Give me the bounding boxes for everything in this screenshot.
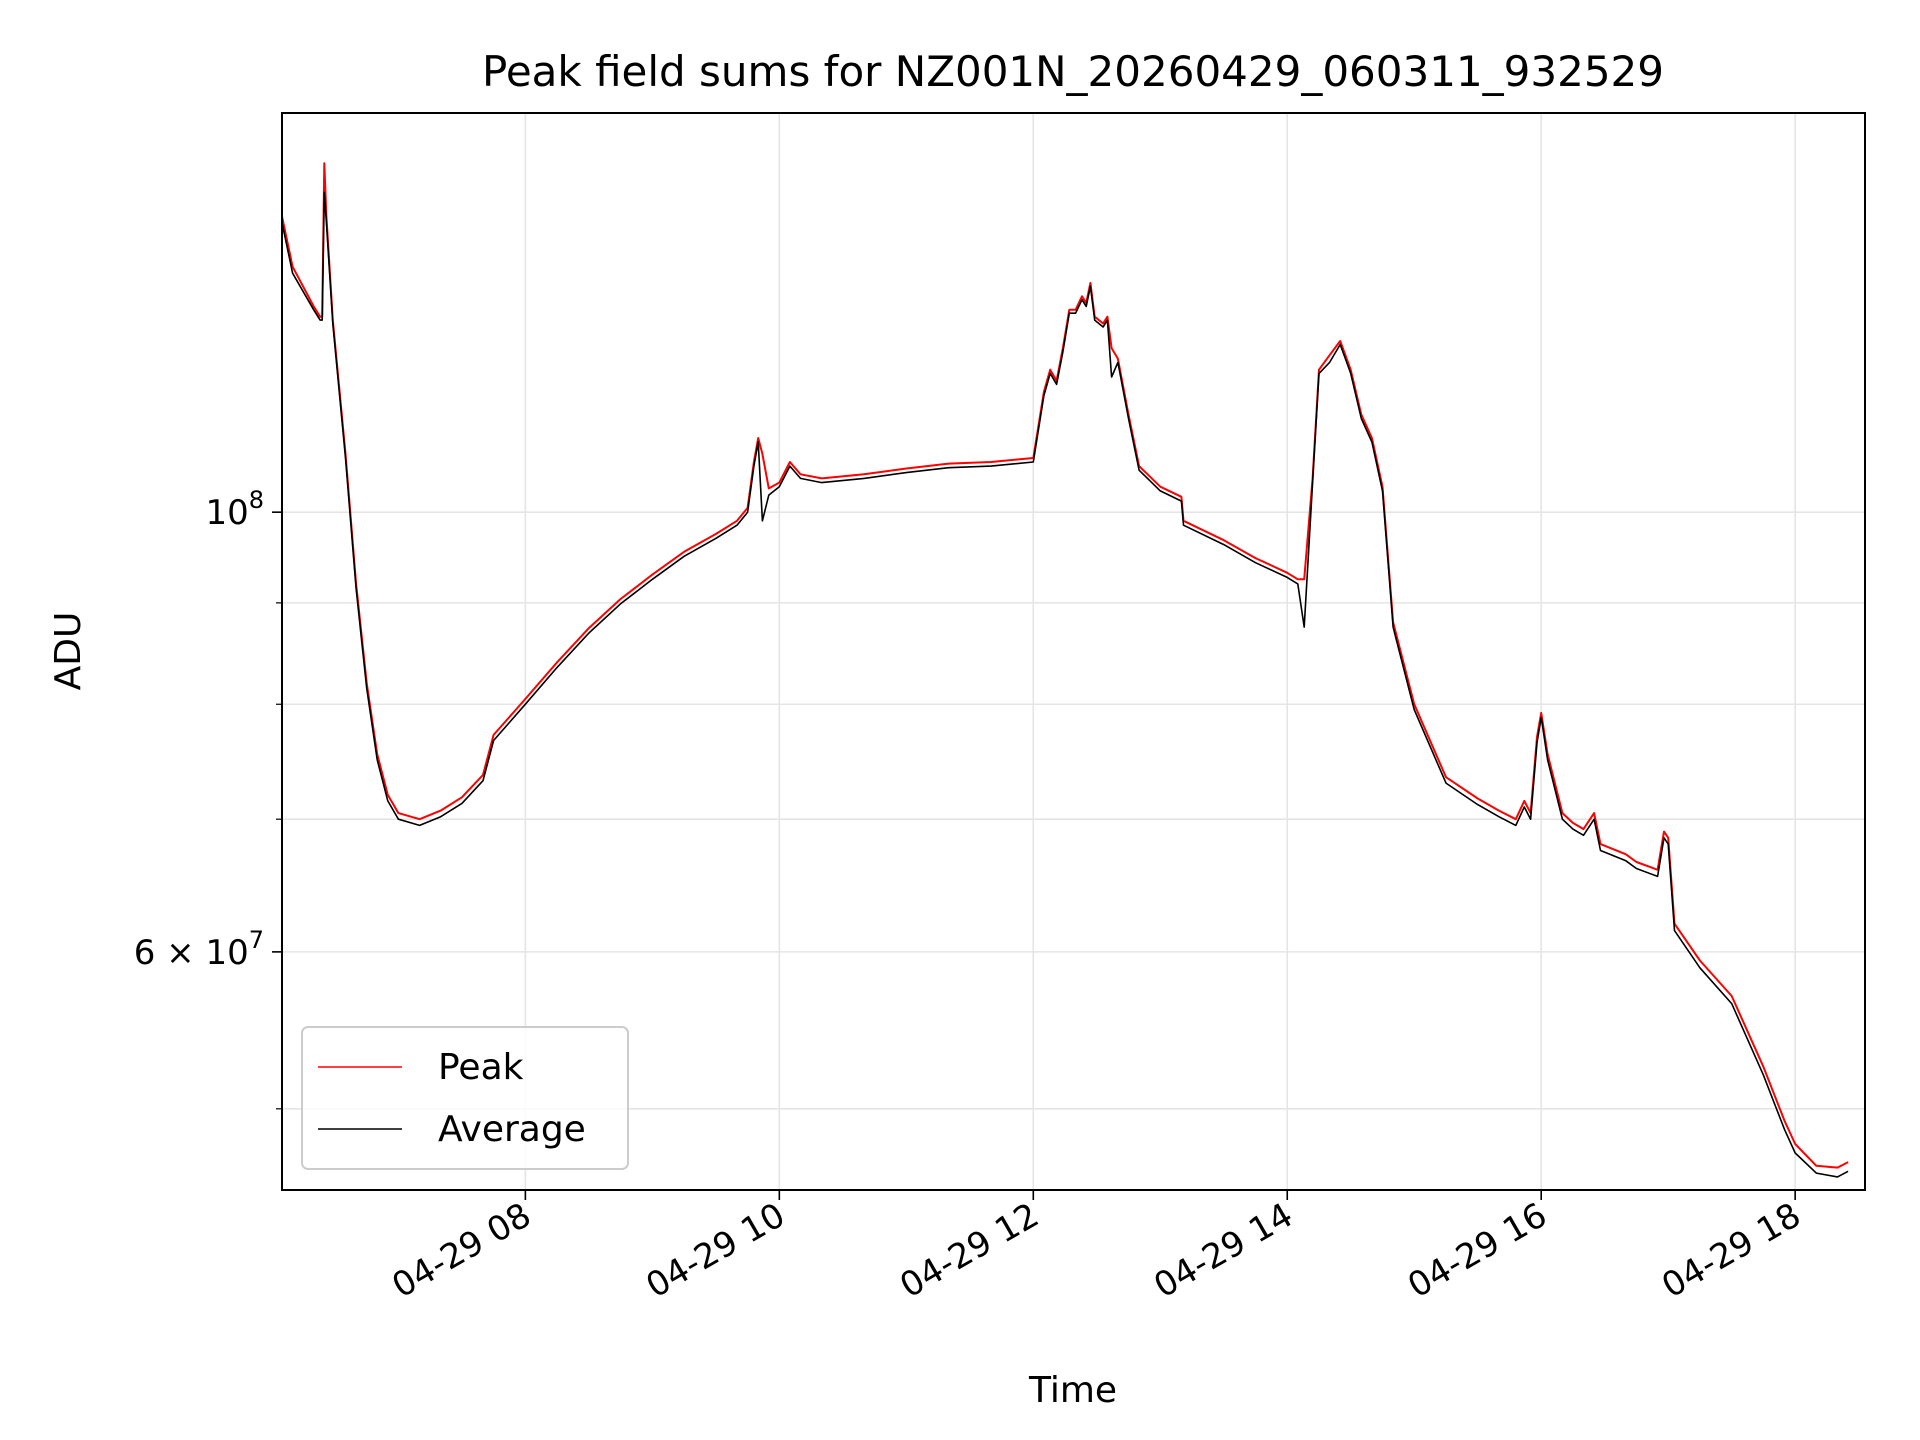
series-line-average: [281, 191, 1849, 1178]
series-line-peak: [281, 162, 1849, 1169]
y-tick-label-0: 108: [205, 486, 264, 533]
legend-label-peak: Peak: [438, 1047, 524, 1088]
series-lines: [281, 162, 1849, 1178]
plot-frame: [281, 112, 1866, 1191]
chart-title: Peak field sums for NZ001N_20260429_0603…: [482, 47, 1664, 96]
y-tick-label-1: 6 × 107: [134, 926, 264, 973]
legend-box: [301, 1026, 629, 1170]
y-axis-label: ADU: [48, 612, 89, 691]
legend: Peak Average: [301, 1026, 629, 1170]
legend-label-average: Average: [438, 1109, 586, 1150]
x-axis-label: Time: [1028, 1370, 1117, 1411]
